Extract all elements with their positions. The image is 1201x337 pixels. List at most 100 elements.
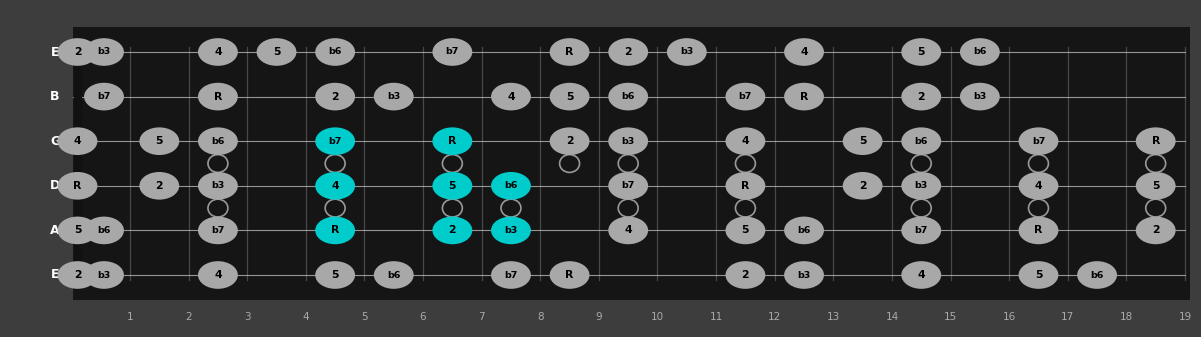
Ellipse shape bbox=[139, 172, 179, 200]
Ellipse shape bbox=[198, 38, 238, 66]
Text: R: R bbox=[331, 225, 340, 236]
Text: 2: 2 bbox=[448, 225, 456, 236]
Text: b3: b3 bbox=[915, 181, 928, 190]
Text: R: R bbox=[741, 181, 749, 191]
Text: 5: 5 bbox=[156, 136, 163, 146]
Text: b6: b6 bbox=[1091, 271, 1104, 279]
Text: 10: 10 bbox=[651, 312, 664, 322]
Text: 4: 4 bbox=[625, 225, 632, 236]
Text: b3: b3 bbox=[97, 271, 110, 279]
Ellipse shape bbox=[550, 83, 590, 111]
Ellipse shape bbox=[550, 261, 590, 289]
Text: b6: b6 bbox=[211, 137, 225, 146]
Ellipse shape bbox=[198, 172, 238, 200]
Text: b7: b7 bbox=[328, 137, 342, 146]
Ellipse shape bbox=[198, 83, 238, 111]
Ellipse shape bbox=[1018, 127, 1058, 155]
Text: 13: 13 bbox=[826, 312, 839, 322]
Ellipse shape bbox=[1018, 172, 1058, 200]
Text: 2: 2 bbox=[625, 47, 632, 57]
Text: b3: b3 bbox=[387, 92, 400, 101]
Text: 4: 4 bbox=[303, 312, 309, 322]
Text: b3: b3 bbox=[973, 92, 986, 101]
Text: 5: 5 bbox=[859, 136, 866, 146]
Ellipse shape bbox=[901, 83, 942, 111]
Ellipse shape bbox=[58, 217, 97, 244]
Ellipse shape bbox=[315, 83, 355, 111]
Text: 11: 11 bbox=[710, 312, 723, 322]
Text: b3: b3 bbox=[797, 271, 811, 279]
Text: 2: 2 bbox=[918, 92, 925, 101]
Text: b6: b6 bbox=[387, 271, 400, 279]
Ellipse shape bbox=[1136, 217, 1176, 244]
Text: b3: b3 bbox=[504, 226, 518, 235]
Ellipse shape bbox=[491, 172, 531, 200]
Text: b7: b7 bbox=[621, 181, 635, 190]
Text: 17: 17 bbox=[1062, 312, 1075, 322]
Text: R: R bbox=[214, 92, 222, 101]
Text: E: E bbox=[50, 269, 59, 281]
Text: b6: b6 bbox=[97, 226, 110, 235]
Text: 4: 4 bbox=[73, 136, 82, 146]
Ellipse shape bbox=[725, 172, 765, 200]
Ellipse shape bbox=[901, 38, 942, 66]
Ellipse shape bbox=[84, 261, 124, 289]
Ellipse shape bbox=[84, 83, 124, 111]
Text: 15: 15 bbox=[944, 312, 957, 322]
Text: R: R bbox=[1034, 225, 1042, 236]
Ellipse shape bbox=[315, 172, 355, 200]
Text: 5: 5 bbox=[449, 181, 456, 191]
Ellipse shape bbox=[901, 127, 942, 155]
Text: b3: b3 bbox=[97, 48, 110, 57]
Text: 16: 16 bbox=[1003, 312, 1016, 322]
Text: 5: 5 bbox=[1035, 270, 1042, 280]
Text: R: R bbox=[73, 181, 82, 191]
Text: b7: b7 bbox=[211, 226, 225, 235]
Ellipse shape bbox=[315, 127, 355, 155]
Text: 4: 4 bbox=[800, 47, 808, 57]
Text: 2: 2 bbox=[566, 136, 573, 146]
Ellipse shape bbox=[725, 261, 765, 289]
FancyBboxPatch shape bbox=[73, 27, 1190, 300]
Text: 4: 4 bbox=[741, 136, 749, 146]
Text: 9: 9 bbox=[596, 312, 602, 322]
Text: 19: 19 bbox=[1178, 312, 1191, 322]
Ellipse shape bbox=[667, 38, 706, 66]
Ellipse shape bbox=[608, 83, 649, 111]
Ellipse shape bbox=[84, 38, 124, 66]
Text: R: R bbox=[800, 92, 808, 101]
Text: 4: 4 bbox=[1034, 181, 1042, 191]
Text: D: D bbox=[50, 179, 60, 192]
Ellipse shape bbox=[608, 127, 649, 155]
Text: b7: b7 bbox=[1032, 137, 1045, 146]
Text: 18: 18 bbox=[1119, 312, 1133, 322]
Ellipse shape bbox=[84, 217, 124, 244]
Ellipse shape bbox=[1077, 261, 1117, 289]
Ellipse shape bbox=[843, 172, 883, 200]
Ellipse shape bbox=[374, 261, 413, 289]
Text: 2: 2 bbox=[73, 47, 82, 57]
Text: b3: b3 bbox=[622, 137, 635, 146]
Text: 5: 5 bbox=[566, 92, 573, 101]
Ellipse shape bbox=[257, 38, 297, 66]
Text: 2: 2 bbox=[331, 92, 339, 101]
Text: 5: 5 bbox=[331, 270, 339, 280]
Text: R: R bbox=[566, 270, 574, 280]
Ellipse shape bbox=[960, 83, 999, 111]
Text: 5: 5 bbox=[362, 312, 368, 322]
Ellipse shape bbox=[198, 261, 238, 289]
Text: 12: 12 bbox=[769, 312, 782, 322]
Ellipse shape bbox=[139, 127, 179, 155]
Text: 5: 5 bbox=[73, 225, 82, 236]
Text: 2: 2 bbox=[1152, 225, 1159, 236]
Ellipse shape bbox=[784, 38, 824, 66]
Text: 4: 4 bbox=[507, 92, 515, 101]
Text: 5: 5 bbox=[918, 47, 925, 57]
Text: 5: 5 bbox=[742, 225, 749, 236]
Ellipse shape bbox=[432, 38, 472, 66]
Ellipse shape bbox=[784, 217, 824, 244]
Ellipse shape bbox=[315, 261, 355, 289]
Text: 6: 6 bbox=[419, 312, 426, 322]
Ellipse shape bbox=[784, 83, 824, 111]
Text: 2: 2 bbox=[741, 270, 749, 280]
